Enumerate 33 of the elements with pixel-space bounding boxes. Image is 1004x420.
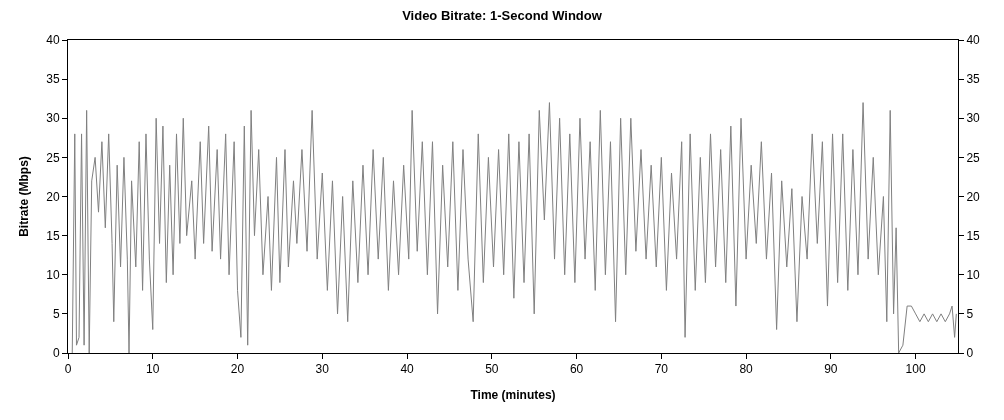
x-tick-label: 50 xyxy=(485,362,499,377)
x-axis-title: Time (minutes) xyxy=(470,388,556,403)
x-tick-label: 10 xyxy=(146,362,160,377)
x-tick-label: 80 xyxy=(739,362,754,377)
y-tick-label: 0 xyxy=(52,346,60,361)
x-tick-label: 20 xyxy=(230,362,245,377)
x-tick-label: 60 xyxy=(569,362,584,377)
y-tick-label: 25 xyxy=(46,150,60,165)
y2-tick-label: 40 xyxy=(966,33,981,48)
x-tick-label: 40 xyxy=(400,362,415,377)
y2-tick-label: 10 xyxy=(966,267,981,282)
y-tick-label: 10 xyxy=(46,267,60,282)
y2-tick-label: 0 xyxy=(966,346,974,361)
y-tick-label: 40 xyxy=(46,33,60,48)
y-axis-title: Bitrate (Mbps) xyxy=(16,156,31,237)
y-tick-label: 5 xyxy=(52,307,60,322)
chart-title: Video Bitrate: 1-Second Window xyxy=(402,7,603,23)
x-tick-label: 0 xyxy=(64,362,72,377)
y2-tick-label: 20 xyxy=(966,189,981,204)
y-tick-label: 15 xyxy=(46,228,60,243)
x-tick-label: 90 xyxy=(824,362,838,377)
y2-tick-label: 5 xyxy=(966,307,974,322)
y2-tick-label: 25 xyxy=(966,150,981,165)
y-tick-label: 30 xyxy=(46,111,60,126)
y2-tick-label: 35 xyxy=(966,72,981,87)
line-series xyxy=(71,102,957,353)
x-tick-label: 30 xyxy=(315,362,330,377)
y2-tick-label: 15 xyxy=(966,228,981,243)
x-tick-label: 100 xyxy=(905,362,926,377)
x-tick-label: 70 xyxy=(654,362,669,377)
y2-tick-label: 30 xyxy=(966,111,981,126)
y-tick-label: 20 xyxy=(46,189,60,204)
y-tick-label: 35 xyxy=(46,72,60,87)
